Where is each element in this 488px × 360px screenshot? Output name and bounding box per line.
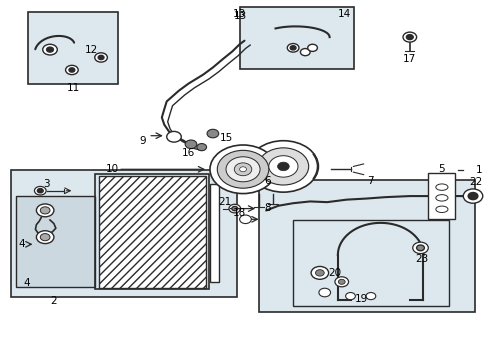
Text: 12: 12 [84, 45, 98, 55]
Circle shape [248, 141, 318, 192]
Text: 6: 6 [264, 176, 271, 186]
Circle shape [40, 234, 50, 241]
Bar [239, 7, 353, 69]
Circle shape [300, 49, 309, 56]
Text: 16: 16 [182, 148, 195, 158]
Text: 13: 13 [233, 9, 246, 19]
Text: 15: 15 [219, 133, 232, 143]
Circle shape [206, 129, 218, 138]
Bar [292, 220, 448, 306]
Circle shape [310, 266, 328, 279]
Circle shape [345, 293, 355, 300]
Ellipse shape [435, 184, 447, 190]
Circle shape [65, 65, 78, 75]
Circle shape [34, 186, 46, 195]
Text: 21: 21 [218, 197, 231, 207]
Circle shape [42, 44, 57, 55]
Circle shape [277, 162, 288, 171]
Circle shape [338, 279, 345, 284]
Text: 7: 7 [367, 176, 373, 186]
Bar [210, 184, 219, 282]
Circle shape [36, 231, 54, 244]
Circle shape [225, 157, 260, 182]
Circle shape [402, 32, 416, 42]
Text: 5: 5 [438, 164, 444, 174]
Circle shape [98, 55, 104, 60]
Text: 4: 4 [23, 278, 30, 288]
Circle shape [231, 206, 237, 211]
Bar [95, 174, 209, 289]
Circle shape [412, 242, 427, 253]
Circle shape [217, 150, 268, 188]
Circle shape [197, 144, 206, 151]
Text: 10: 10 [105, 164, 119, 174]
Circle shape [239, 215, 251, 224]
Text: 11: 11 [66, 83, 80, 93]
Circle shape [406, 35, 412, 40]
Bar [259, 180, 474, 312]
Text: 4: 4 [19, 239, 25, 249]
Circle shape [37, 189, 43, 193]
Circle shape [416, 245, 424, 251]
Text: 9: 9 [139, 136, 145, 146]
Text: 17: 17 [403, 54, 416, 64]
Circle shape [209, 145, 276, 194]
Circle shape [462, 189, 482, 203]
Circle shape [315, 270, 324, 276]
Bar [11, 170, 237, 297]
Circle shape [36, 204, 54, 217]
Circle shape [95, 53, 107, 62]
Text: 3: 3 [43, 179, 50, 189]
Circle shape [318, 288, 330, 297]
Text: 20: 20 [327, 268, 340, 278]
Text: 8: 8 [264, 203, 271, 213]
Ellipse shape [435, 206, 447, 212]
Circle shape [268, 156, 297, 177]
Circle shape [40, 207, 50, 214]
Text: 1: 1 [474, 165, 481, 175]
Circle shape [467, 193, 477, 200]
Circle shape [287, 44, 298, 52]
Circle shape [234, 163, 251, 176]
Circle shape [185, 140, 197, 149]
Circle shape [258, 148, 308, 185]
Bar [427, 173, 454, 219]
Bar [16, 196, 95, 287]
Bar [28, 12, 118, 84]
Bar [99, 176, 205, 288]
Text: 22: 22 [468, 177, 481, 187]
Circle shape [307, 44, 317, 51]
Circle shape [239, 167, 246, 172]
Text: 18: 18 [233, 208, 246, 218]
Text: 23: 23 [414, 253, 427, 264]
Circle shape [228, 204, 240, 213]
Circle shape [69, 68, 75, 72]
Circle shape [366, 293, 375, 300]
Text: 19: 19 [354, 294, 367, 303]
Text: 13: 13 [233, 11, 247, 21]
Circle shape [46, 47, 53, 52]
Circle shape [166, 131, 181, 142]
Circle shape [289, 46, 295, 50]
Text: 2: 2 [50, 296, 57, 306]
Text: 14: 14 [337, 9, 350, 19]
Ellipse shape [435, 195, 447, 201]
Circle shape [334, 277, 348, 287]
